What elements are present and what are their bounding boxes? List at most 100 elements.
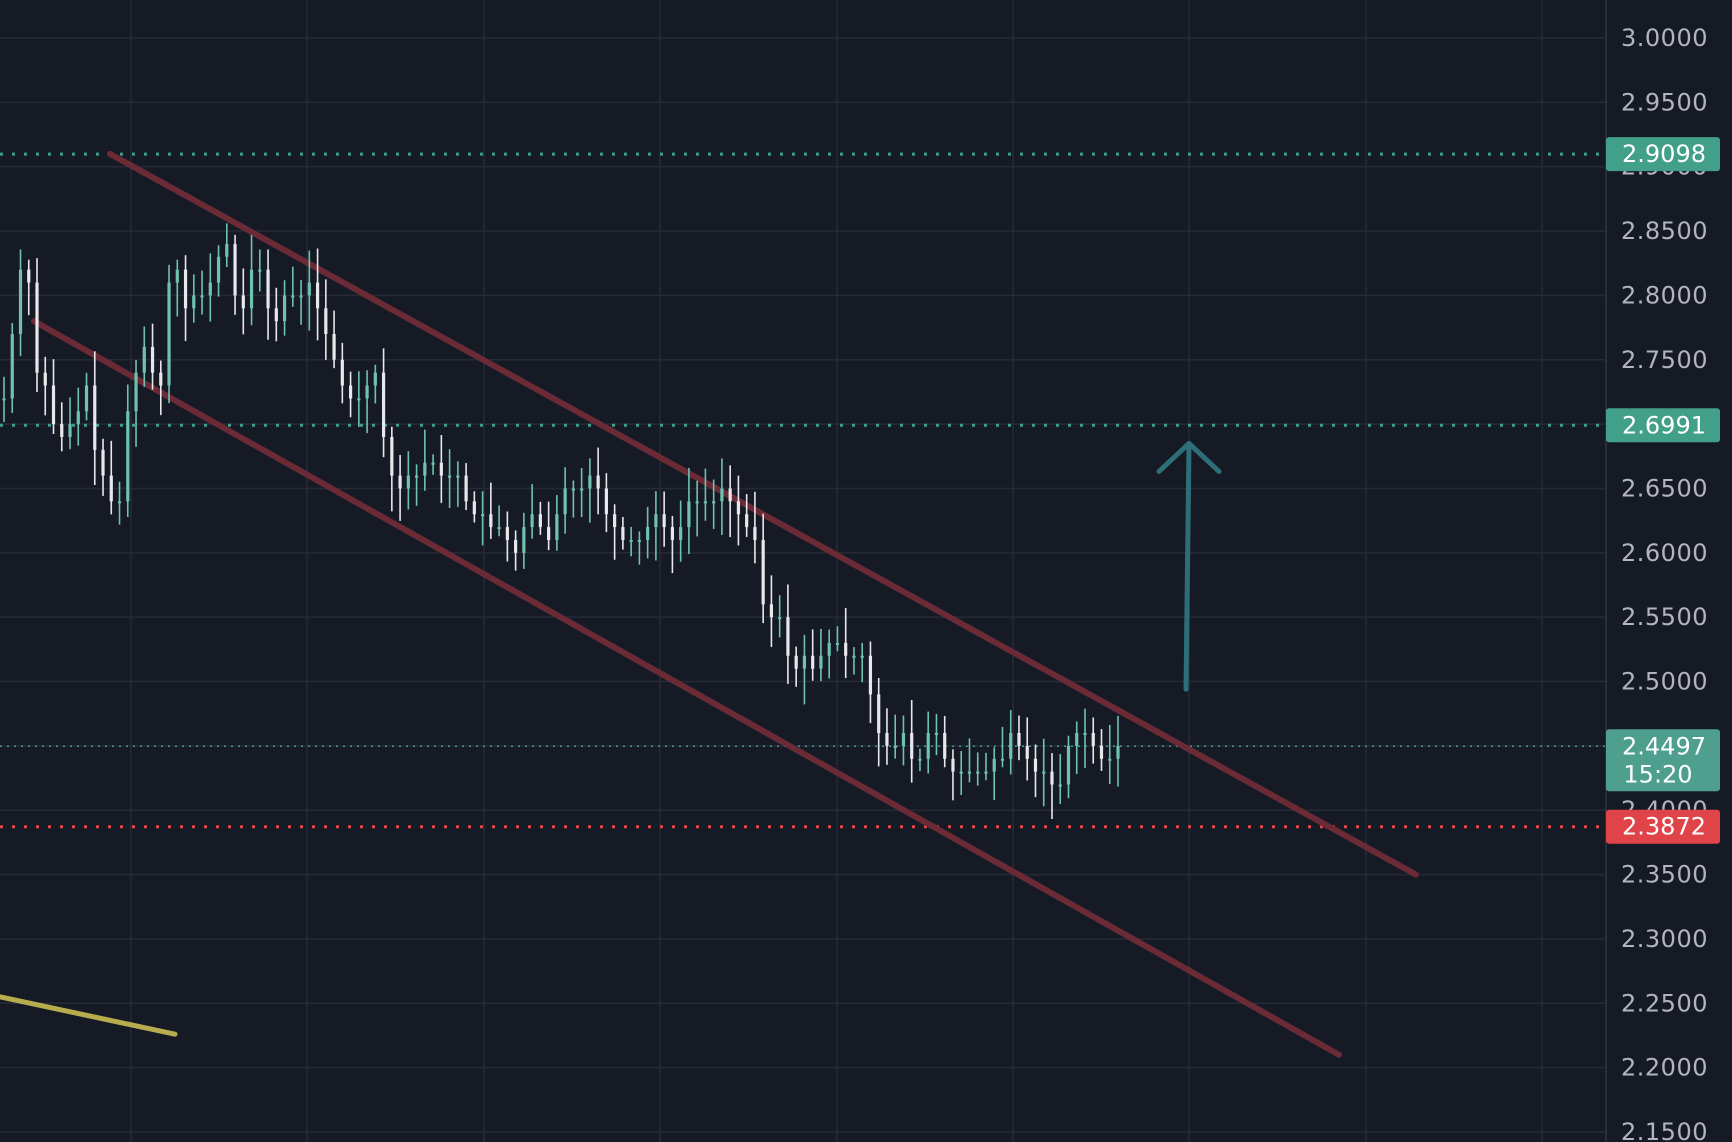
candle-body	[110, 476, 113, 502]
candle-body	[283, 295, 286, 321]
candle-body	[704, 501, 707, 503]
candle-body	[118, 501, 121, 503]
current-price-badge[interactable]: 2.4497 15:20	[1606, 729, 1720, 791]
level-badge-2909[interactable]: 2.9098	[1606, 137, 1720, 171]
candle-body	[795, 656, 798, 669]
candle-body	[679, 527, 682, 540]
candle-body	[828, 643, 831, 656]
candle-body	[555, 514, 558, 540]
candle-body	[836, 643, 839, 645]
support-badge-label: 2.3872	[1622, 813, 1706, 841]
candle-body	[35, 283, 38, 373]
candle-body	[52, 386, 55, 425]
candle-body	[638, 540, 641, 542]
candle-body	[547, 527, 550, 540]
level-badge-label: 2.6991	[1622, 411, 1706, 439]
candle-body	[151, 347, 154, 373]
candle-body	[382, 373, 385, 437]
candle-body	[605, 488, 608, 514]
candle-body	[654, 514, 657, 527]
candle-body	[976, 772, 979, 774]
candle-body	[1067, 746, 1070, 785]
candle-body	[951, 759, 954, 772]
candle-body	[390, 437, 393, 476]
candle-body	[481, 514, 484, 516]
candle-body	[1017, 733, 1020, 746]
candle-body	[1100, 746, 1103, 759]
price-tick-label: 2.5500	[1621, 603, 1708, 631]
candle-body	[531, 514, 534, 527]
candle-body	[176, 270, 179, 283]
candle-body	[621, 527, 624, 540]
level-badge-label: 2.9098	[1622, 140, 1706, 168]
price-tick-label: 2.9500	[1621, 88, 1708, 116]
candle-body	[250, 270, 253, 309]
candle-body	[910, 733, 913, 759]
candle-body	[357, 398, 360, 400]
candle-body	[68, 424, 71, 437]
candle-body	[11, 334, 14, 398]
candle-body	[720, 488, 723, 501]
candle-body	[225, 244, 228, 257]
candle-body	[877, 694, 880, 733]
price-tick-label: 3.0000	[1621, 24, 1708, 52]
candle-body	[275, 308, 278, 321]
candle-body	[440, 463, 443, 476]
candle-body	[93, 386, 96, 450]
candle-body	[1009, 733, 1012, 759]
candle-body	[712, 501, 715, 503]
candle-body	[968, 772, 971, 774]
candle-body	[489, 514, 492, 527]
candle-body	[786, 617, 789, 656]
price-tick-label: 2.5000	[1621, 668, 1708, 696]
candle-body	[770, 604, 773, 617]
candle-body	[778, 617, 781, 619]
candle-countdown-timer: 15:20	[1623, 760, 1692, 788]
candle-body	[506, 527, 509, 540]
price-tick-label: 2.2500	[1621, 989, 1708, 1017]
current-price-label: 2.4497	[1622, 732, 1706, 760]
candle-body	[984, 772, 987, 774]
candle-body	[894, 746, 897, 748]
candle-body	[1116, 746, 1119, 759]
candle-body	[844, 643, 847, 656]
candle-body	[209, 283, 212, 296]
candle-body	[184, 270, 187, 309]
candle-body	[448, 476, 451, 478]
candle-body	[291, 295, 294, 297]
level-badge-2699[interactable]: 2.6991	[1606, 408, 1720, 442]
candle-body	[852, 656, 855, 658]
candle-body	[332, 334, 335, 360]
candle-body	[993, 759, 996, 772]
candle-body	[473, 501, 476, 514]
candle-body	[498, 527, 501, 529]
candle-body	[613, 514, 616, 527]
candle-body	[465, 476, 468, 502]
candle-body	[167, 283, 170, 386]
candle-body	[1001, 759, 1004, 761]
support-badge[interactable]: 2.3872	[1606, 810, 1720, 844]
candle-body	[2, 398, 5, 400]
candle-body	[316, 283, 319, 309]
candle-body	[729, 488, 732, 501]
price-tick-label: 2.3000	[1621, 925, 1708, 953]
candle-body	[324, 308, 327, 334]
candle-body	[687, 501, 690, 527]
price-tick-label: 2.1500	[1621, 1118, 1708, 1142]
candle-body	[423, 463, 426, 476]
candle-body	[745, 514, 748, 527]
candle-body	[811, 656, 814, 669]
candle-body	[299, 295, 302, 297]
candle-body	[663, 514, 666, 527]
candle-body	[737, 501, 740, 514]
candle-body	[514, 540, 517, 553]
candle-body	[696, 501, 699, 503]
price-tick-label: 2.3500	[1621, 861, 1708, 889]
candle-body	[349, 386, 352, 399]
candle-body	[943, 733, 946, 759]
candle-body	[1092, 733, 1095, 746]
candle-body	[630, 540, 633, 542]
candle-body	[539, 514, 542, 527]
